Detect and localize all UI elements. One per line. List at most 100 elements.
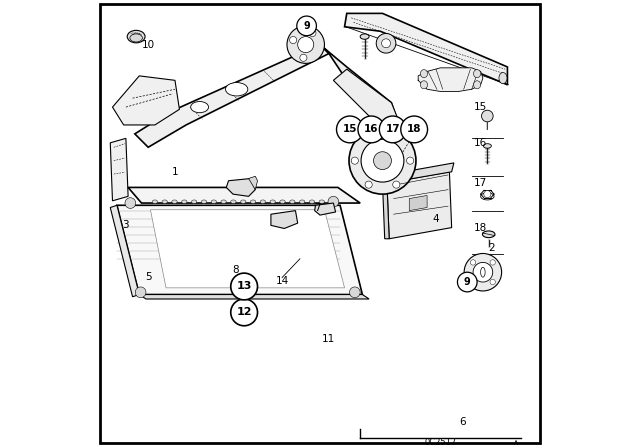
Ellipse shape (481, 267, 485, 277)
Circle shape (365, 181, 372, 188)
Ellipse shape (420, 81, 428, 89)
Polygon shape (248, 176, 257, 190)
Ellipse shape (474, 69, 481, 78)
Ellipse shape (241, 200, 246, 203)
Circle shape (300, 54, 307, 61)
Ellipse shape (280, 200, 285, 203)
Circle shape (337, 116, 364, 143)
Text: 16: 16 (364, 125, 379, 134)
Ellipse shape (300, 200, 305, 203)
Circle shape (287, 26, 324, 63)
Text: 6: 6 (460, 417, 466, 426)
Polygon shape (110, 138, 128, 201)
Circle shape (458, 272, 477, 292)
Circle shape (289, 36, 297, 43)
Circle shape (464, 254, 502, 291)
Ellipse shape (225, 82, 248, 96)
Text: 11: 11 (323, 334, 335, 344)
Text: 4: 4 (433, 214, 439, 224)
Circle shape (125, 198, 136, 208)
Polygon shape (387, 172, 452, 239)
Text: 7: 7 (314, 202, 321, 212)
Circle shape (349, 127, 416, 194)
Ellipse shape (309, 200, 315, 203)
Text: 18: 18 (407, 125, 421, 134)
Polygon shape (320, 45, 396, 116)
Ellipse shape (221, 200, 227, 203)
Ellipse shape (319, 200, 324, 203)
Ellipse shape (231, 200, 236, 203)
Text: 9: 9 (303, 21, 310, 31)
Circle shape (309, 30, 316, 37)
Polygon shape (135, 45, 329, 147)
Text: 18: 18 (474, 223, 487, 233)
Text: 9: 9 (464, 277, 470, 287)
Polygon shape (418, 68, 483, 91)
Circle shape (401, 116, 428, 143)
Text: 17: 17 (474, 178, 487, 188)
Text: 5: 5 (145, 271, 152, 282)
Circle shape (381, 39, 390, 48)
Polygon shape (113, 76, 179, 125)
Ellipse shape (420, 69, 428, 78)
Text: 3: 3 (123, 220, 129, 230)
Ellipse shape (211, 200, 216, 203)
Circle shape (135, 287, 146, 297)
Ellipse shape (182, 200, 187, 203)
Polygon shape (315, 203, 335, 215)
Text: ∧: ∧ (513, 438, 520, 447)
Ellipse shape (152, 200, 157, 203)
Circle shape (361, 139, 404, 182)
Circle shape (358, 116, 385, 143)
Circle shape (380, 116, 406, 143)
Circle shape (406, 157, 413, 164)
Ellipse shape (191, 102, 209, 113)
Polygon shape (333, 69, 401, 134)
Polygon shape (117, 205, 362, 294)
Polygon shape (110, 205, 140, 297)
Circle shape (297, 16, 316, 36)
Ellipse shape (127, 30, 145, 43)
Text: 13: 13 (236, 281, 252, 292)
Circle shape (473, 263, 493, 282)
Text: 10: 10 (141, 39, 155, 50)
Ellipse shape (172, 200, 177, 203)
Circle shape (328, 196, 339, 207)
Circle shape (376, 34, 396, 53)
Circle shape (351, 157, 358, 164)
Text: 1: 1 (172, 167, 179, 177)
Circle shape (490, 260, 495, 265)
Circle shape (231, 299, 257, 326)
Text: 0C2517: 0C2517 (424, 438, 456, 447)
Ellipse shape (483, 231, 495, 237)
Polygon shape (383, 183, 389, 239)
Polygon shape (227, 178, 255, 196)
Ellipse shape (260, 200, 266, 203)
Text: 14: 14 (275, 276, 289, 286)
Text: 17: 17 (385, 125, 400, 134)
Circle shape (484, 190, 491, 198)
Polygon shape (128, 187, 360, 203)
Text: 15: 15 (342, 125, 357, 134)
Circle shape (490, 279, 495, 284)
Ellipse shape (360, 34, 369, 39)
Circle shape (470, 260, 476, 265)
Polygon shape (150, 210, 344, 288)
Circle shape (231, 273, 257, 300)
Ellipse shape (250, 200, 256, 203)
Ellipse shape (130, 34, 142, 42)
Circle shape (481, 110, 493, 122)
Ellipse shape (483, 144, 492, 148)
Circle shape (298, 37, 314, 53)
Circle shape (393, 181, 400, 188)
Polygon shape (344, 13, 508, 85)
Circle shape (374, 152, 392, 170)
Text: 16: 16 (474, 138, 487, 148)
Ellipse shape (202, 200, 207, 203)
Text: 12: 12 (236, 307, 252, 317)
Ellipse shape (191, 200, 197, 203)
Circle shape (365, 133, 372, 140)
Circle shape (349, 287, 360, 297)
Polygon shape (271, 211, 298, 228)
Polygon shape (387, 163, 454, 183)
